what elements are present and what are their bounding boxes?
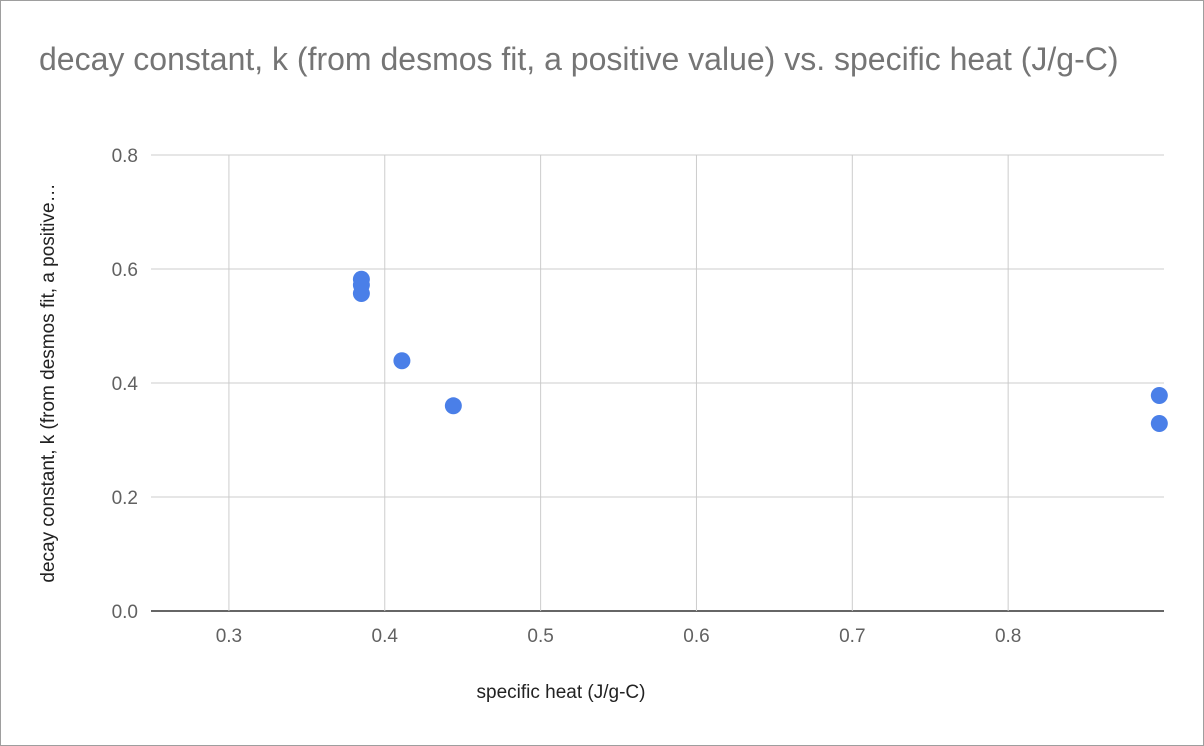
data-point — [352, 285, 370, 303]
y-tick-label: 0.2 — [112, 488, 138, 509]
data-points — [352, 270, 1168, 432]
tick-labels: 0.0 0.2 0.4 0.6 0.8 0.3 0.4 0.5 0.6 0.7 0.8 — [112, 146, 1022, 647]
data-point — [444, 397, 462, 415]
y-tick-label: 0.0 — [112, 602, 138, 623]
y-tick-label: 0.8 — [112, 146, 138, 167]
data-point — [1150, 387, 1168, 405]
gridlines — [151, 154, 1164, 612]
data-point — [1150, 414, 1168, 432]
chart-title: decay constant, k (from desmos fit, a po… — [39, 41, 1119, 77]
x-tick-label: 0.3 — [216, 626, 242, 647]
x-tick-label: 0.4 — [372, 626, 399, 647]
data-point — [393, 352, 411, 370]
x-axis-label: specific heat (J/g-C) — [476, 682, 646, 703]
x-tick-label: 0.7 — [839, 626, 865, 647]
x-tick-label: 0.6 — [683, 626, 709, 647]
y-tick-label: 0.6 — [112, 260, 138, 281]
y-tick-label: 0.4 — [112, 374, 139, 395]
x-tick-label: 0.8 — [995, 626, 1021, 647]
x-tick-label: 0.5 — [527, 626, 553, 647]
